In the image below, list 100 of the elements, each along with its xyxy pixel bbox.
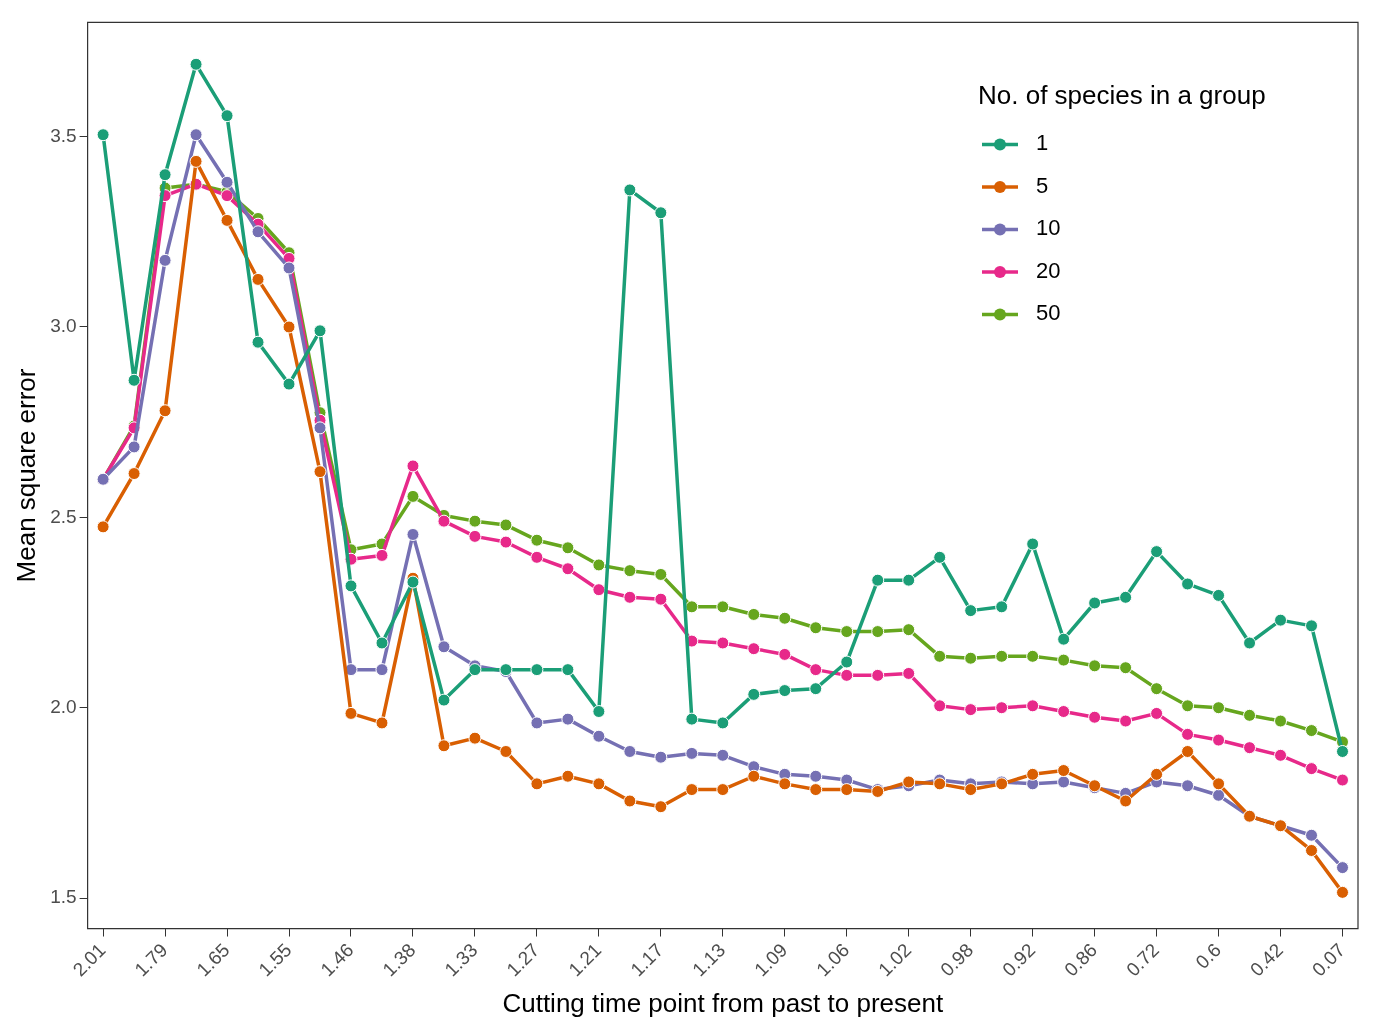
point — [499, 744, 513, 758]
point — [530, 550, 544, 564]
y-axis-title: Mean square error — [10, 368, 41, 583]
point — [220, 109, 234, 123]
point — [1026, 649, 1040, 663]
point — [437, 739, 451, 753]
point — [1212, 788, 1226, 802]
point — [716, 748, 730, 762]
point — [1181, 727, 1195, 741]
point — [282, 377, 296, 391]
point — [933, 699, 947, 713]
point — [964, 651, 978, 665]
point — [685, 712, 699, 726]
point — [1026, 767, 1040, 781]
point — [1057, 705, 1071, 719]
point — [530, 716, 544, 730]
point — [1274, 613, 1288, 627]
point — [189, 128, 203, 142]
point — [468, 663, 482, 677]
point — [1212, 733, 1226, 747]
point — [561, 562, 575, 576]
point — [189, 154, 203, 168]
x-tick-label: 0.42 — [1246, 939, 1288, 981]
point — [1026, 537, 1040, 551]
point — [1150, 682, 1164, 696]
point — [251, 272, 265, 286]
point — [1150, 767, 1164, 781]
point — [716, 636, 730, 650]
point — [685, 600, 699, 614]
point — [499, 518, 513, 532]
point — [561, 769, 575, 783]
point — [1119, 794, 1133, 808]
point — [871, 625, 885, 639]
point — [375, 548, 389, 562]
point — [623, 744, 637, 758]
point — [623, 564, 637, 578]
point — [437, 640, 451, 654]
point — [809, 621, 823, 635]
y-tick-label: 3.0 — [50, 315, 77, 337]
point — [1150, 545, 1164, 559]
point — [1057, 764, 1071, 778]
point — [1243, 741, 1257, 755]
point — [623, 183, 637, 197]
point — [220, 213, 234, 227]
point — [592, 777, 606, 791]
point — [561, 663, 575, 677]
point — [437, 693, 451, 707]
point — [1305, 619, 1319, 633]
point — [313, 465, 327, 479]
point — [654, 750, 668, 764]
point — [1088, 596, 1102, 610]
point — [1305, 843, 1319, 857]
point — [995, 600, 1009, 614]
point — [1243, 708, 1257, 722]
point — [1119, 714, 1133, 728]
point — [530, 777, 544, 791]
point — [1336, 861, 1350, 875]
legend-title: No. of species in a group — [978, 79, 1266, 110]
point — [747, 769, 761, 783]
point — [158, 404, 172, 418]
point — [809, 682, 823, 696]
point — [1181, 577, 1195, 591]
point — [1181, 744, 1195, 758]
point — [716, 716, 730, 730]
point — [375, 636, 389, 650]
point — [530, 533, 544, 547]
x-tick-label: 0.98 — [936, 939, 978, 981]
point — [716, 600, 730, 614]
point — [1026, 699, 1040, 713]
point — [1305, 724, 1319, 738]
point — [995, 649, 1009, 663]
point — [840, 783, 854, 797]
y-tick-label: 1.5 — [50, 886, 77, 908]
point — [809, 783, 823, 797]
point — [313, 421, 327, 435]
point — [964, 604, 978, 618]
point — [1088, 710, 1102, 724]
point — [778, 611, 792, 625]
point — [592, 583, 606, 597]
point — [344, 579, 358, 593]
point — [1274, 748, 1288, 762]
point — [933, 777, 947, 791]
point — [716, 783, 730, 797]
point — [778, 684, 792, 698]
point — [344, 706, 358, 720]
point — [96, 128, 110, 142]
point — [1119, 661, 1133, 675]
point — [654, 567, 668, 581]
point — [840, 668, 854, 682]
point — [375, 716, 389, 730]
point — [437, 514, 451, 528]
x-tick-label: 0.92 — [998, 939, 1040, 981]
point — [840, 625, 854, 639]
point — [902, 666, 916, 680]
point — [1274, 714, 1288, 728]
x-tick-label: 1.21 — [564, 939, 606, 981]
point — [1243, 636, 1257, 650]
point — [902, 775, 916, 789]
point — [251, 225, 265, 239]
point — [654, 206, 668, 220]
